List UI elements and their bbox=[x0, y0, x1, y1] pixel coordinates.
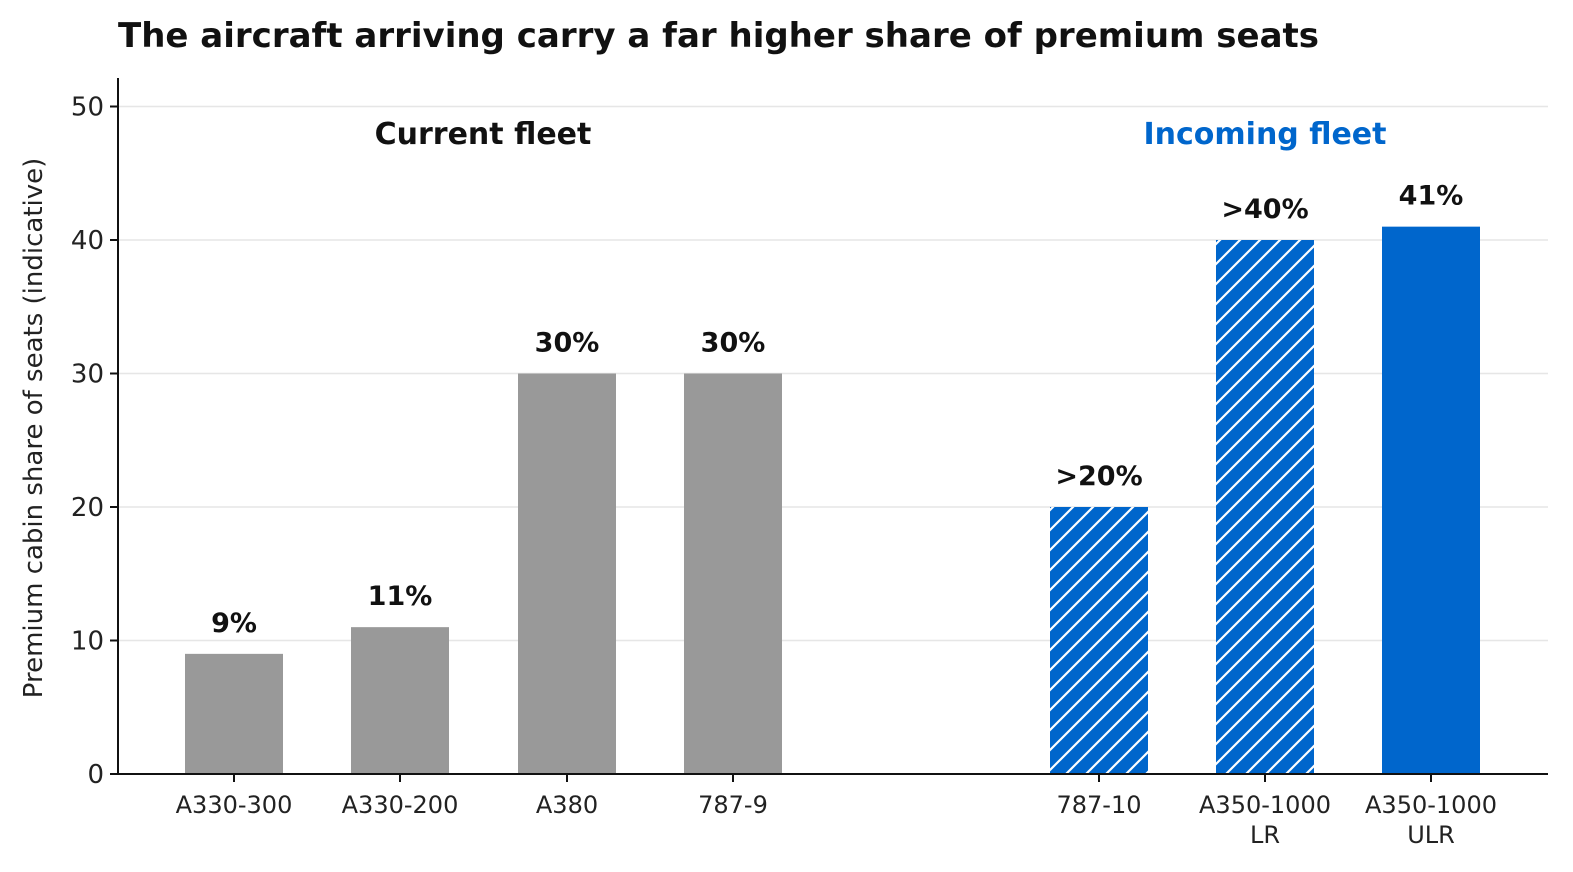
y-tick-label: 40 bbox=[71, 226, 104, 256]
group-label: Incoming fleet bbox=[1143, 117, 1386, 152]
data-label: 30% bbox=[701, 328, 766, 359]
x-tick-label: A330-200 bbox=[342, 791, 459, 819]
chart-title: The aircraft arriving carry a far higher… bbox=[118, 16, 1319, 56]
bar bbox=[185, 653, 283, 774]
x-tick-label: A380 bbox=[536, 791, 598, 819]
bar bbox=[518, 373, 616, 774]
data-label: 30% bbox=[535, 328, 600, 359]
y-ticks: 0 10 20 30 40 50 bbox=[71, 93, 118, 790]
gridlines bbox=[118, 105, 1548, 642]
bars bbox=[185, 226, 1480, 774]
bar bbox=[684, 373, 782, 774]
group-label: Current fleet bbox=[375, 117, 592, 152]
x-tick-label: A350-1000 bbox=[1199, 791, 1331, 819]
y-tick-label: 20 bbox=[71, 493, 104, 523]
x-tick-label: 787-9 bbox=[698, 791, 768, 819]
x-tick-label: A330-300 bbox=[176, 791, 293, 819]
data-labels: 9% 11% 30% 30% >20% >40% 41% bbox=[211, 181, 1463, 639]
data-label: 11% bbox=[368, 581, 433, 612]
y-tick-label: 0 bbox=[87, 760, 104, 790]
x-tick-label: 787-10 bbox=[1056, 791, 1141, 819]
y-tick-label: 30 bbox=[71, 360, 104, 390]
bar-hatch bbox=[1050, 507, 1148, 774]
data-label: 9% bbox=[211, 608, 257, 639]
x-tick-label: A350-1000 bbox=[1365, 791, 1497, 819]
data-label: 41% bbox=[1399, 181, 1464, 212]
axes bbox=[117, 78, 1548, 775]
data-label: >40% bbox=[1221, 194, 1308, 225]
group-labels: Current fleet Incoming fleet bbox=[375, 117, 1387, 152]
y-tick-label: 10 bbox=[71, 627, 104, 657]
x-ticks: A330-300 A330-200 A380 787-9 787-10 A350-1000… bbox=[176, 774, 1497, 849]
x-tick-label: LR bbox=[1250, 821, 1280, 849]
bar-hatch bbox=[1216, 240, 1314, 774]
x-tick-label: ULR bbox=[1407, 821, 1455, 849]
y-tick-label: 50 bbox=[71, 93, 104, 123]
bar bbox=[1382, 226, 1480, 774]
bar bbox=[351, 627, 449, 774]
y-axis-label: Premium cabin share of seats (indicative… bbox=[19, 158, 49, 699]
data-label: >20% bbox=[1055, 461, 1142, 492]
